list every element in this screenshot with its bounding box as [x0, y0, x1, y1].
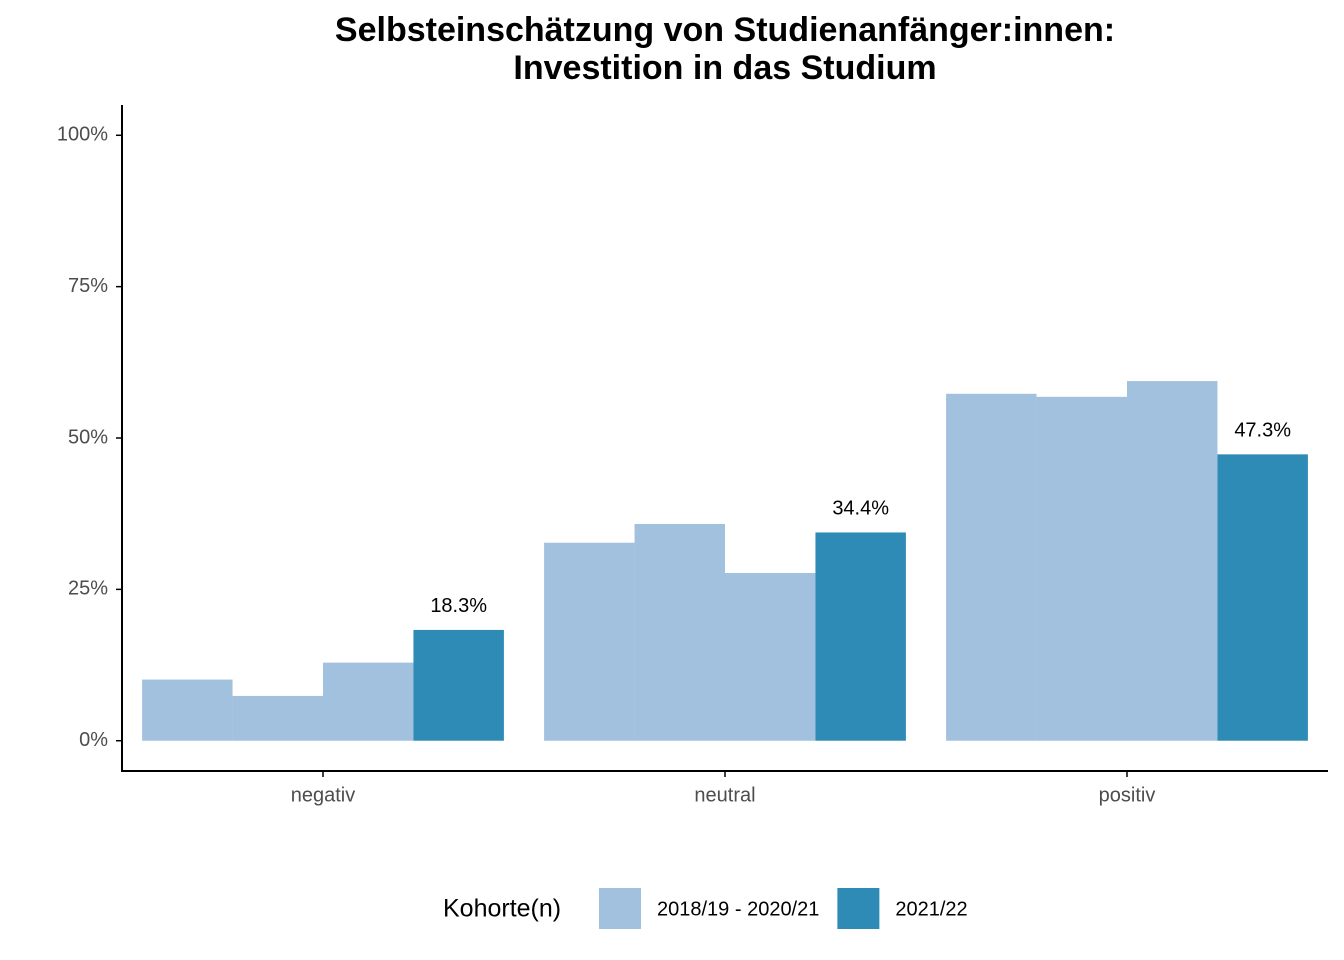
x-tick-label: negativ — [291, 784, 356, 806]
x-tick-label: positiv — [1099, 784, 1156, 806]
bar — [413, 629, 504, 741]
y-tick-label: 50% — [68, 426, 108, 448]
y-tick-label: 100% — [57, 124, 108, 146]
x-tick-label: neutral — [694, 784, 755, 806]
chart-subtitle: Investition in das Studium — [513, 49, 936, 87]
bar — [232, 695, 323, 741]
bar — [323, 662, 414, 741]
legend-key — [837, 888, 880, 929]
bar — [142, 679, 233, 741]
y-tick-label: 75% — [68, 275, 108, 297]
data-label: 47.3% — [1234, 420, 1291, 442]
bar — [725, 573, 816, 741]
legend-label: 2021/22 — [895, 898, 967, 920]
bar — [544, 542, 635, 741]
y-tick-label: 25% — [68, 578, 108, 600]
bar — [815, 532, 906, 741]
data-label: 18.3% — [430, 595, 487, 617]
data-label: 34.4% — [832, 498, 889, 520]
legend-key — [599, 888, 641, 929]
bar — [946, 393, 1037, 741]
bar — [1217, 454, 1308, 741]
y-tick-label: 0% — [79, 729, 108, 751]
legend-title: Kohorte(n) — [443, 895, 561, 923]
bar — [1127, 381, 1218, 741]
chart-title: Selbsteinschätzung von Studienanfänger:i… — [335, 11, 1115, 49]
legend-label: 2018/19 - 2020/21 — [657, 898, 819, 920]
bar — [634, 523, 725, 741]
bar — [1036, 396, 1127, 741]
